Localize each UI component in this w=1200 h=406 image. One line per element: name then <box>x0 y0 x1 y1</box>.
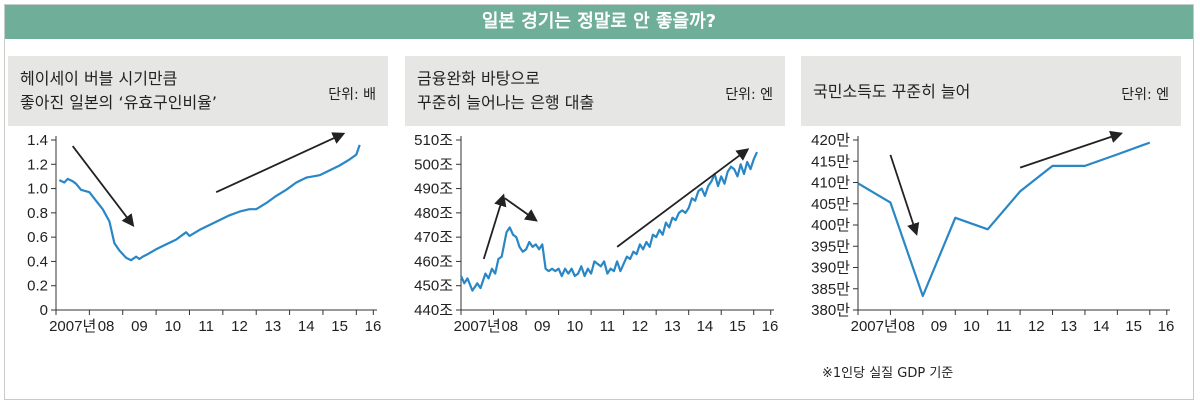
x-tick-label: 08 <box>98 318 115 335</box>
y-tick-label: 470조 <box>414 229 453 246</box>
x-tick-label: 16 <box>365 318 382 335</box>
y-tick-label: 405만 <box>811 196 850 213</box>
x-tick-label: 09 <box>131 318 148 335</box>
x-tick-label: 09 <box>534 318 551 335</box>
job-ratio-chart: 0 0.2 0.4 0.6 0.8 1.0 1.2 1.4 2007년 08 09 10 11 12 13 1… <box>27 132 382 335</box>
y-tick-label: 480조 <box>414 205 453 222</box>
x-tick-label: 12 <box>231 318 248 335</box>
y-tick-label: 385만 <box>811 281 850 298</box>
y-tick-label: 410만 <box>811 175 850 192</box>
x-tick-label: 15 <box>331 318 348 335</box>
x-tick-label: 09 <box>931 318 948 335</box>
data-series-line <box>857 141 1151 298</box>
y-tick-label: 510조 <box>414 132 453 149</box>
panel-header: 국민소득도 꾸준히 늘어 단위: 엔 <box>801 56 1181 126</box>
y-tick-label: 1.0 <box>27 181 48 198</box>
panel-header: 헤이세이 버블 시기만큼 좋아진 일본의 ‘유효구인비율’ 단위: 배 <box>8 56 388 126</box>
trend-arrow <box>504 197 538 222</box>
banner-title: 일본 경기는 정말로 안 좋을까? <box>5 5 1193 39</box>
x-tick-label: 10 <box>963 318 980 335</box>
x-tick-label: 13 <box>265 318 282 335</box>
footnote: ※1인당 실질 GDP 기준 <box>822 366 954 381</box>
x-tick-label: 15 <box>1125 318 1142 335</box>
x-tick-label: 12 <box>632 318 649 335</box>
x-tick-label: 16 <box>762 318 779 335</box>
trend-arrow <box>616 148 750 248</box>
y-tick-label: 460조 <box>414 253 453 270</box>
x-tick-label: 10 <box>164 318 181 335</box>
x-tick-label: 2007년 <box>49 318 96 335</box>
panel-national-income: 국민소득도 꾸준히 늘어 단위: 엔 380만 385만 390만 395만 400만 4… <box>801 56 1181 392</box>
y-tick-label: 0.4 <box>27 253 48 270</box>
y-tick-label: 490조 <box>414 181 453 198</box>
x-tick-label: 08 <box>501 318 518 335</box>
y-tick-label: 400만 <box>811 217 850 234</box>
y-tick-label: 0 <box>40 302 48 319</box>
x-tick-label: 08 <box>898 318 915 335</box>
y-tick-label: 1.2 <box>27 156 48 173</box>
data-series-line <box>58 144 361 262</box>
trend-arrow <box>889 154 920 236</box>
x-tick-label: 13 <box>1060 318 1077 335</box>
panel-job-ratio: 헤이세이 버블 시기만큼 좋아진 일본의 ‘유효구인비율’ 단위: 배 0 0.2… <box>8 56 388 392</box>
y-tick-label: 415만 <box>811 153 850 170</box>
x-tick-label: 11 <box>198 318 214 335</box>
y-tick-label: 500조 <box>414 156 453 173</box>
x-tick-label: 2007년 <box>454 318 501 335</box>
data-series-line <box>459 151 759 292</box>
y-tick-label: 440조 <box>414 302 453 319</box>
x-tick-label: 13 <box>664 318 681 335</box>
x-tick-label: 12 <box>1028 318 1045 335</box>
y-tick-label: 0.8 <box>27 205 48 222</box>
trend-arrow <box>1019 130 1123 169</box>
x-tick-label: 11 <box>600 318 616 335</box>
y-tick-label: 0.2 <box>27 278 48 295</box>
y-tick-label: 380만 <box>811 302 850 319</box>
chart-unit: 단위: 배 <box>328 87 376 103</box>
trend-arrow <box>71 145 135 228</box>
y-tick-label: 390만 <box>811 260 850 277</box>
x-tick-label: 14 <box>697 318 714 335</box>
y-tick-label: 395만 <box>811 238 850 255</box>
trend-arrow <box>482 193 507 260</box>
chart-unit: 단위: 엔 <box>1121 87 1169 103</box>
national-income-chart: 380만 385만 390만 395만 400만 405만 410만 415만 420만 2007… <box>811 130 1175 335</box>
x-tick-label: 2007년 <box>851 318 898 335</box>
x-tick-label: 14 <box>1093 318 1110 335</box>
y-tick-label: 420만 <box>811 132 850 149</box>
panel-bank-loans: 금융완화 바탕으로 꾸준히 늘어나는 은행 대출 단위: 엔 440조 450조 4… <box>405 56 785 392</box>
trend-arrow <box>215 132 346 194</box>
x-tick-label: 16 <box>1158 318 1175 335</box>
y-tick-label: 450조 <box>414 278 453 295</box>
x-tick-label: 10 <box>566 318 583 335</box>
y-tick-label: 1.4 <box>27 132 48 149</box>
panel-header: 금융완화 바탕으로 꾸준히 늘어나는 은행 대출 단위: 엔 <box>405 56 785 126</box>
chart-title: 국민소득도 꾸준히 늘어 <box>813 82 971 101</box>
x-tick-label: 15 <box>729 318 746 335</box>
chart-unit: 단위: 엔 <box>725 87 773 103</box>
x-tick-label: 14 <box>298 318 315 335</box>
x-tick-label: 11 <box>996 318 1012 335</box>
bank-loans-chart: 440조 450조 460조 470조 480조 490조 500조 510조 2007년 08 0… <box>414 132 779 335</box>
chart-title: 금융완화 바탕으로 꾸준히 늘어나는 은행 대출 <box>417 69 595 112</box>
y-tick-label: 0.6 <box>27 229 48 246</box>
chart-title: 헤이세이 버블 시기만큼 좋아진 일본의 ‘유효구인비율’ <box>20 69 217 112</box>
